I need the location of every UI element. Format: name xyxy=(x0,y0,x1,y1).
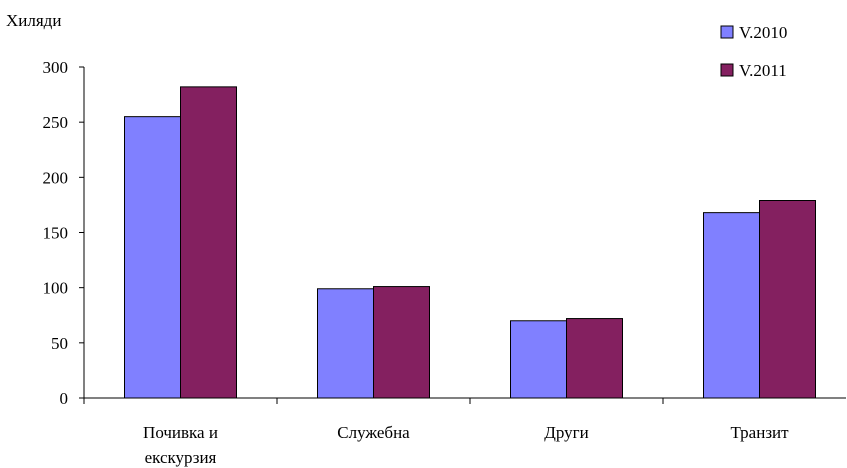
legend-label: V.2011 xyxy=(739,61,787,80)
y-tick-label: 50 xyxy=(51,334,68,353)
y-tick-label: 100 xyxy=(43,279,69,298)
bar-v-2010-3 xyxy=(703,212,760,399)
y-tick-label: 250 xyxy=(43,113,69,132)
legend-swatch xyxy=(720,63,734,77)
bar-v-2011-0 xyxy=(180,86,237,399)
y-tick-label: 0 xyxy=(60,389,69,408)
bar-v-2011-2 xyxy=(566,318,623,399)
x-tick-label: Транзит xyxy=(730,423,789,442)
x-tick-label: екскурзия xyxy=(145,448,217,467)
x-tick-label: Други xyxy=(544,423,588,442)
legend-swatch xyxy=(720,25,734,39)
legend: V.2010 V.2011 xyxy=(720,23,787,80)
bar-v-2010-0 xyxy=(124,116,181,399)
y-tick-label: 300 xyxy=(43,58,69,77)
legend-label: V.2010 xyxy=(739,23,787,42)
x-tick-label: Почивка и xyxy=(143,423,218,442)
bar-v-2010-1 xyxy=(317,288,374,399)
axes-group: Почивка и екскурзия Служебна Други Транзит 0 5… xyxy=(43,58,846,467)
y-axis-label: Хиляди xyxy=(6,11,61,30)
bar-v-2010-2 xyxy=(510,320,567,399)
bar-v-2011-3 xyxy=(759,200,816,399)
bar-v-2011-1 xyxy=(373,286,430,399)
y-tick-label: 150 xyxy=(43,224,69,243)
y-tick-label: 200 xyxy=(43,168,69,187)
bars-group xyxy=(124,86,816,399)
x-tick-label: Служебна xyxy=(337,423,410,442)
